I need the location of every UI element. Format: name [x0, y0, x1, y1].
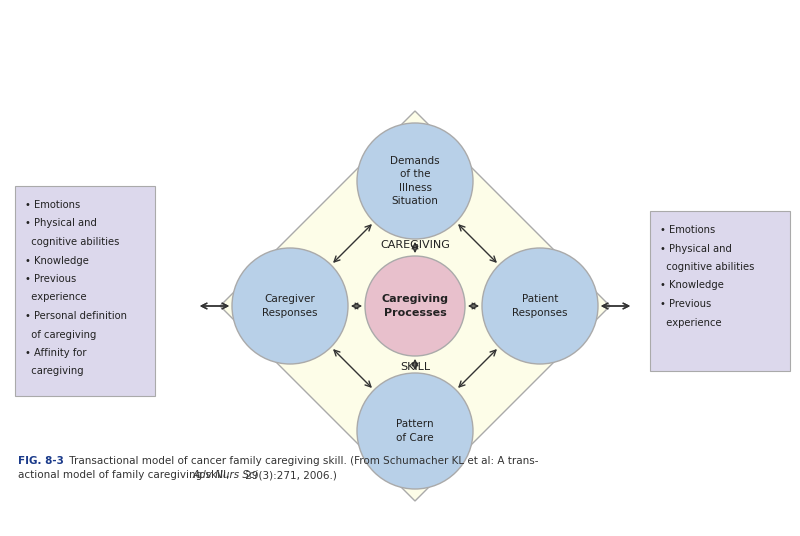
Circle shape	[232, 248, 348, 364]
Text: Adv Nurs Sci: Adv Nurs Sci	[192, 470, 258, 480]
Circle shape	[357, 123, 473, 239]
Text: experience: experience	[660, 317, 722, 327]
Text: Caregiving
Processes: Caregiving Processes	[382, 294, 449, 318]
Text: Caregiver
Responses: Caregiver Responses	[262, 294, 318, 318]
Text: • Physical and: • Physical and	[660, 243, 732, 254]
Text: • Previous: • Previous	[660, 299, 711, 309]
Text: experience: experience	[25, 293, 86, 302]
Text: actional model of family caregiving skill,: actional model of family caregiving skil…	[18, 470, 233, 480]
Text: • Personal definition: • Personal definition	[25, 311, 127, 321]
Text: • Knowledge: • Knowledge	[660, 280, 724, 291]
Text: CAREGIVING: CAREGIVING	[380, 241, 450, 250]
Circle shape	[482, 248, 598, 364]
Text: caregiving: caregiving	[25, 367, 84, 376]
Text: Pattern
of Care: Pattern of Care	[396, 419, 434, 443]
Text: • Affinity for: • Affinity for	[25, 348, 86, 358]
Text: 29(3):271, 2006.): 29(3):271, 2006.)	[242, 470, 337, 480]
FancyBboxPatch shape	[650, 211, 790, 371]
Text: cognitive abilities: cognitive abilities	[25, 237, 119, 247]
Text: Transactional model of cancer family caregiving skill. (From Schumacher KL et al: Transactional model of cancer family car…	[66, 456, 538, 466]
Circle shape	[365, 256, 465, 356]
Text: SKILL: SKILL	[400, 361, 430, 371]
Text: • Previous: • Previous	[25, 274, 76, 284]
Text: • Emotions: • Emotions	[660, 225, 715, 235]
Text: FIG. 8-3: FIG. 8-3	[18, 456, 64, 466]
Text: • Knowledge: • Knowledge	[25, 256, 89, 265]
Text: Patient
Responses: Patient Responses	[512, 294, 568, 318]
Text: cognitive abilities: cognitive abilities	[660, 262, 754, 272]
Polygon shape	[220, 111, 610, 501]
Text: • Physical and: • Physical and	[25, 219, 97, 228]
Circle shape	[357, 373, 473, 489]
Text: • Emotions: • Emotions	[25, 200, 80, 210]
Text: of caregiving: of caregiving	[25, 330, 96, 339]
FancyBboxPatch shape	[15, 186, 155, 396]
Text: Demands
of the
Illness
Situation: Demands of the Illness Situation	[390, 156, 440, 206]
